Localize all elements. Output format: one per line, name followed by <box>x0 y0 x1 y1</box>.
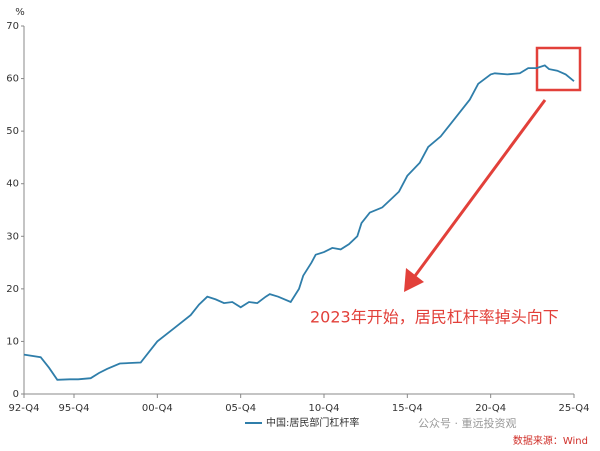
arrow-shaft <box>410 99 547 281</box>
x-tick-label: 25-Q4 <box>559 403 590 414</box>
y-tick-label: 40 <box>6 179 19 190</box>
watermark: 公众号 · 重远投资观 <box>418 416 517 430</box>
highlight-box <box>535 46 582 92</box>
x-tick-label: 20-Q4 <box>475 403 506 414</box>
y-tick-label: 10 <box>6 336 19 347</box>
legend-label: 中国:居民部门杠杆率 <box>266 416 359 429</box>
unit-label: % <box>15 7 25 18</box>
x-tick-label: 05-Q4 <box>225 403 256 414</box>
y-tick-label: 70 <box>6 21 19 32</box>
source: 数据来源：Wind <box>513 434 588 447</box>
y-tick-label: 0 <box>13 389 19 400</box>
arrow-head <box>404 268 424 292</box>
annotation: 2023年开始，居民杠杆率掉头向下 <box>310 308 559 327</box>
x-tick-label: 15-Q4 <box>392 403 423 414</box>
y-tick-label: 60 <box>6 74 19 85</box>
x-tick-label: 92-Q4 <box>9 403 40 414</box>
y-tick-label: 50 <box>6 126 19 137</box>
y-tick-label: 30 <box>6 231 19 242</box>
data-line <box>23 64 575 381</box>
x-tick-label: 10-Q4 <box>309 403 340 414</box>
x-tick-label: 00-Q4 <box>142 403 173 414</box>
y-tick-label: 20 <box>6 284 19 295</box>
x-tick-label: 95-Q4 <box>59 403 90 414</box>
